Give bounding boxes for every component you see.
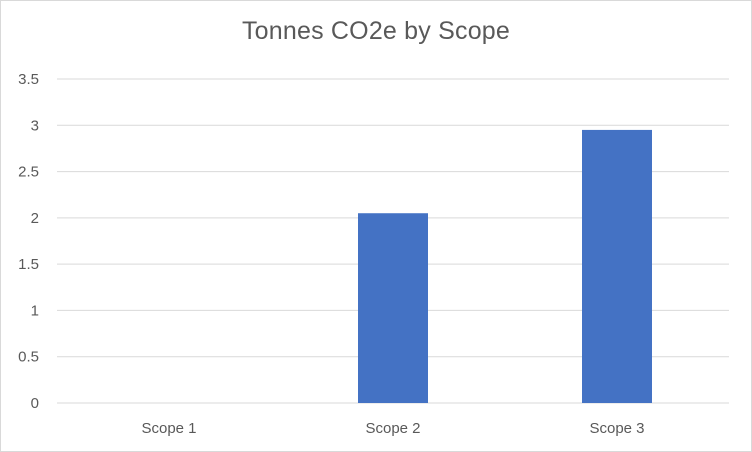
y-tick-label: 3 bbox=[31, 117, 39, 134]
y-tick-label: 2 bbox=[31, 210, 39, 227]
y-tick-label: 0 bbox=[31, 395, 39, 412]
y-axis-tick-labels: 0 0.5 1 1.5 2 2.5 3 3.5 bbox=[18, 71, 39, 412]
y-tick-label: 1 bbox=[31, 302, 39, 319]
bar-scope-2 bbox=[358, 213, 428, 403]
y-tick-label: 3.5 bbox=[18, 71, 39, 88]
bars bbox=[358, 129, 652, 403]
y-tick-label: 0.5 bbox=[18, 349, 39, 366]
x-tick-label: Scope 2 bbox=[365, 420, 420, 437]
x-axis-tick-labels: Scope 1 Scope 2 Scope 3 bbox=[141, 420, 644, 437]
y-tick-label: 1.5 bbox=[18, 256, 39, 273]
x-tick-label: Scope 3 bbox=[589, 420, 644, 437]
y-tick-label: 2.5 bbox=[18, 164, 39, 181]
chart-title: Tonnes CO2e by Scope bbox=[241, 17, 511, 45]
bar-scope-3 bbox=[582, 129, 652, 403]
x-tick-label: Scope 1 bbox=[141, 420, 196, 437]
